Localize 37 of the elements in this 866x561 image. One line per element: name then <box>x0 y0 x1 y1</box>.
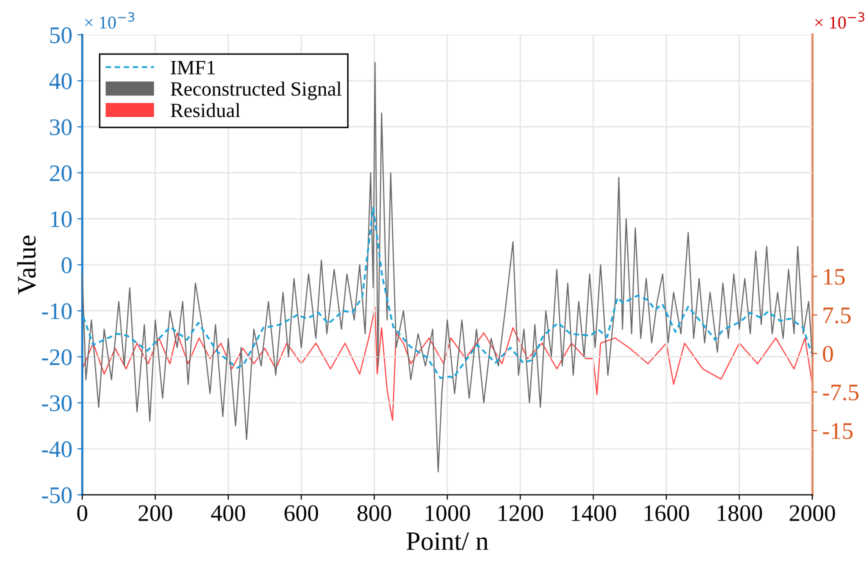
x-tick-label: 800 <box>357 505 392 522</box>
line-series <box>82 62 812 472</box>
x-tick-label: 1000 <box>426 505 470 522</box>
y-axis-title: Value <box>17 236 36 295</box>
legend-label: IMF1 <box>170 60 215 74</box>
line-series <box>82 206 812 379</box>
y2-tick-label: -15 <box>822 423 853 439</box>
legend-label: Residual <box>170 103 240 118</box>
y-tick-label: -10 <box>42 303 72 320</box>
y-tick-label: 30 <box>50 119 72 136</box>
y2-tick-label: 0 <box>822 346 833 362</box>
line-series <box>82 306 812 421</box>
y-tick-label: -40 <box>42 441 72 458</box>
legend-label: Reconstructed Signal <box>170 82 342 100</box>
y2-tick-label: 7.5 <box>824 308 851 324</box>
y-tick-label: -30 <box>42 395 72 412</box>
text: × 10$^{−3}$ <box>85 12 134 29</box>
x-tick-label: 400 <box>211 505 246 522</box>
y-tick-label: 20 <box>50 165 72 182</box>
x-tick-label: 200 <box>138 505 172 522</box>
text: × 10$^{−3}$ <box>815 12 864 29</box>
y-tick-label: -50 <box>42 487 72 504</box>
x-axis-title: Point/ n <box>406 532 488 550</box>
x-tick-label: 600 <box>284 505 318 522</box>
y-tick-label: 50 <box>50 27 72 44</box>
y-tick-label: -20 <box>42 349 72 366</box>
x-tick-label: 0 <box>77 505 88 522</box>
y2-tick-label: -7.5 <box>822 384 858 401</box>
y-tick-label: 10 <box>51 211 72 228</box>
y-tick-label: 0 <box>62 257 72 274</box>
x-tick-label: 1600 <box>644 505 690 522</box>
y-tick-label: 40 <box>49 73 72 90</box>
x-tick-label: 1200 <box>498 505 544 522</box>
x-tick-label: 2000 <box>790 505 836 522</box>
x-tick-label: 1800 <box>718 505 762 522</box>
y2-tick-label: 15 <box>824 268 845 285</box>
x-tick-label: 1400 <box>572 505 616 522</box>
